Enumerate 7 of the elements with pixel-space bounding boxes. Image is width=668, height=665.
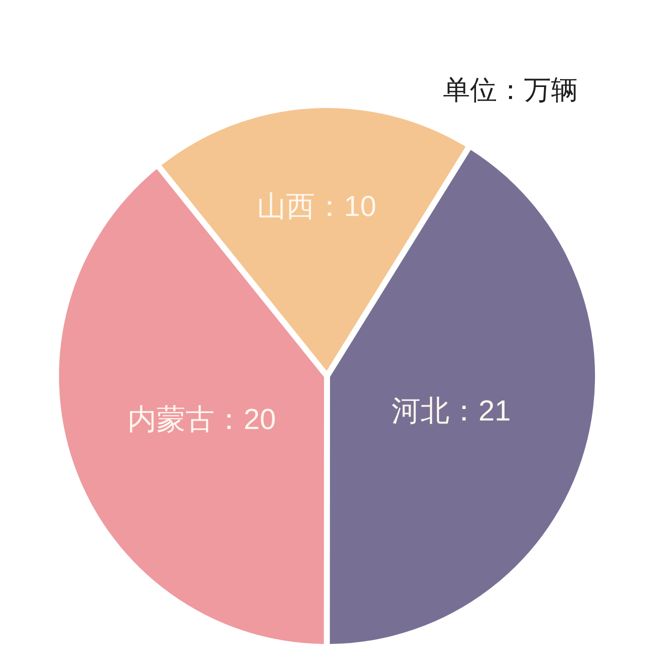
slice-label: 内蒙古 (128, 404, 215, 436)
text: 单位：万辆 (443, 75, 578, 105)
slice-label: 河北 (392, 395, 450, 428)
data-label: ：20 (214, 404, 276, 436)
slice-label: 山西 (257, 190, 316, 223)
data-label: ：10 (315, 190, 376, 223)
data-label: ：21 (450, 395, 511, 428)
